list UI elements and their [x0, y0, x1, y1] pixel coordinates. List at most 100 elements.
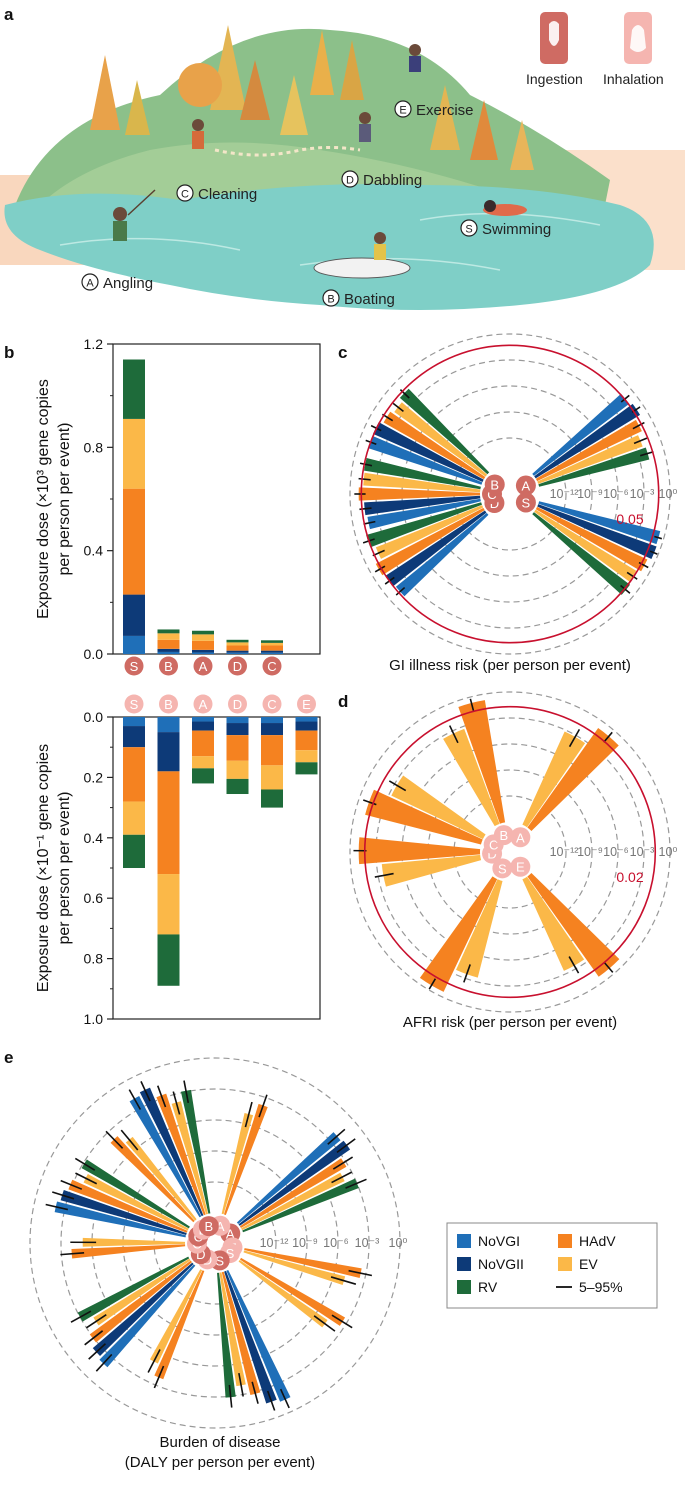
error-bar — [392, 402, 404, 412]
activity-label-boating: Boating — [344, 291, 395, 308]
panel-label-b: b — [4, 343, 14, 362]
error-bar — [362, 799, 377, 806]
activity-marker-s — [460, 219, 478, 237]
bar-ev-d — [226, 760, 249, 779]
error-bar — [359, 462, 373, 467]
radial-bar-hadv-b-ingestion — [383, 411, 486, 480]
ylabel-b-top-line2: per person per event) — [56, 423, 73, 576]
radial-bar-ev-d-ingestion — [93, 1258, 191, 1326]
activity-letter-e: E — [399, 105, 406, 117]
bars-b-bottom — [123, 717, 318, 986]
error-bar — [332, 1156, 354, 1170]
error-bar — [348, 1269, 373, 1277]
bar-novgi-a — [192, 652, 214, 654]
radial-bar-hadv-d-inhalation — [154, 1270, 205, 1380]
activity-badge-b-inhalation — [493, 825, 514, 846]
error-bar — [172, 1091, 181, 1115]
radial-bar-ev-c-inhalation — [82, 1237, 186, 1247]
category-badge-a — [193, 656, 213, 676]
category-badge-d — [228, 656, 247, 676]
bar-rv-b — [157, 934, 180, 986]
activity-label-angling: Angling — [103, 275, 153, 292]
bar-ev-e — [295, 750, 318, 763]
radial-bar-hadv-b-ingestion — [156, 1093, 206, 1216]
radial-tick-label: 10⁻³ — [630, 487, 655, 501]
bar-novgi-s — [123, 717, 145, 727]
radial-bar-novgii-b-ingestion — [139, 1087, 204, 1217]
radial-bar-ev-a-inhalation — [522, 731, 586, 828]
radial-bar-novgi-d-ingestion — [99, 1264, 196, 1368]
radial-bar-hadv-d-ingestion — [89, 1260, 192, 1343]
radial-bar-hadv-e-inhalation — [527, 872, 620, 977]
activity-angling: A Angling — [81, 273, 153, 292]
radial-tick-label: 10⁻¹² — [260, 1236, 289, 1250]
category-label-b: B — [164, 697, 173, 712]
legend-swatch-ev — [558, 1257, 572, 1271]
ytick-label: 0.6 — [84, 890, 104, 906]
bar-hadv-a — [192, 640, 214, 650]
radial-bar-hadv-b-inhalation — [458, 700, 506, 824]
radial-bar-ev-b-ingestion — [394, 402, 488, 477]
bar-novgii-a — [192, 649, 214, 653]
error-bar — [88, 1343, 106, 1360]
radial-bar-ev-e-inhalation — [522, 876, 585, 971]
category-label-s: S — [130, 697, 139, 712]
radial-tick-label: 10⁻³ — [355, 1236, 380, 1250]
activity-marker-e — [394, 100, 412, 118]
error-bar — [45, 1203, 69, 1211]
radial-bar-novgii-d-ingestion — [385, 510, 487, 587]
error-bar — [238, 1372, 244, 1397]
bar-novgii-c — [261, 650, 283, 653]
ytick-label: 0.0 — [84, 709, 104, 725]
bar-ev-a — [192, 634, 214, 641]
radial-bar-hadv-a-ingestion — [535, 419, 642, 482]
radial-bar-rv-c-ingestion — [363, 457, 481, 490]
error-bar — [388, 780, 407, 792]
category-label-a: A — [199, 659, 208, 674]
ytick-label: 0.8 — [84, 951, 104, 967]
error-bar — [156, 1085, 167, 1108]
error-bar — [331, 1171, 353, 1184]
panel-b: b 0.0 0.4 0.8 1.2 Exposure dose (×10³ gene … — [4, 336, 321, 1027]
error-bar — [266, 1390, 276, 1411]
radial-bar-rv-a-ingestion — [538, 447, 650, 487]
radial-gridline — [122, 1150, 308, 1336]
bar-novgi-a — [192, 717, 214, 722]
error-bar — [632, 421, 645, 430]
radial-bar-novgii-c-ingestion — [60, 1190, 187, 1235]
radial-bar-hadv-s-ingestion — [221, 1271, 261, 1396]
radial-tick-label: 10⁻⁶ — [603, 487, 629, 501]
activity-badge-e-inhalation — [510, 856, 531, 877]
category-badge-b — [159, 656, 178, 676]
category-label-a: A — [199, 697, 208, 712]
error-bar — [70, 1310, 92, 1323]
error-bar — [603, 961, 614, 973]
activity-badge-letter: S — [226, 1246, 235, 1261]
bar-rv-d — [226, 778, 249, 795]
activity-badge-letter: E — [516, 860, 525, 875]
ytick-label: 0.4 — [84, 830, 104, 846]
radial-bar-hadv-c-ingestion — [68, 1179, 188, 1233]
radial-gridline — [427, 769, 593, 935]
error-bar — [568, 956, 580, 974]
error-bar — [395, 586, 406, 596]
legend-swatch-hadv — [558, 1234, 572, 1248]
activity-label-exercise: Exercise — [416, 102, 474, 119]
activity-swimming: S Swimming — [460, 219, 551, 238]
activity-badge-letter: A — [216, 1219, 225, 1234]
chart-title-e-line1: Burden of disease — [160, 1434, 281, 1451]
error-bar — [105, 1130, 124, 1149]
ytick-label: 0.8 — [84, 439, 104, 455]
radial-bar-ev-a-ingestion — [537, 435, 643, 484]
bar-hadv-c — [261, 645, 283, 651]
category-badge-c — [262, 656, 282, 676]
error-bar — [183, 1080, 190, 1104]
radial-bar-novgii-a-ingestion — [238, 1140, 351, 1226]
category-label-d: D — [233, 697, 242, 712]
legend-label-hadv: HAdV — [579, 1233, 616, 1249]
activity-badge-letter: A — [522, 479, 531, 494]
